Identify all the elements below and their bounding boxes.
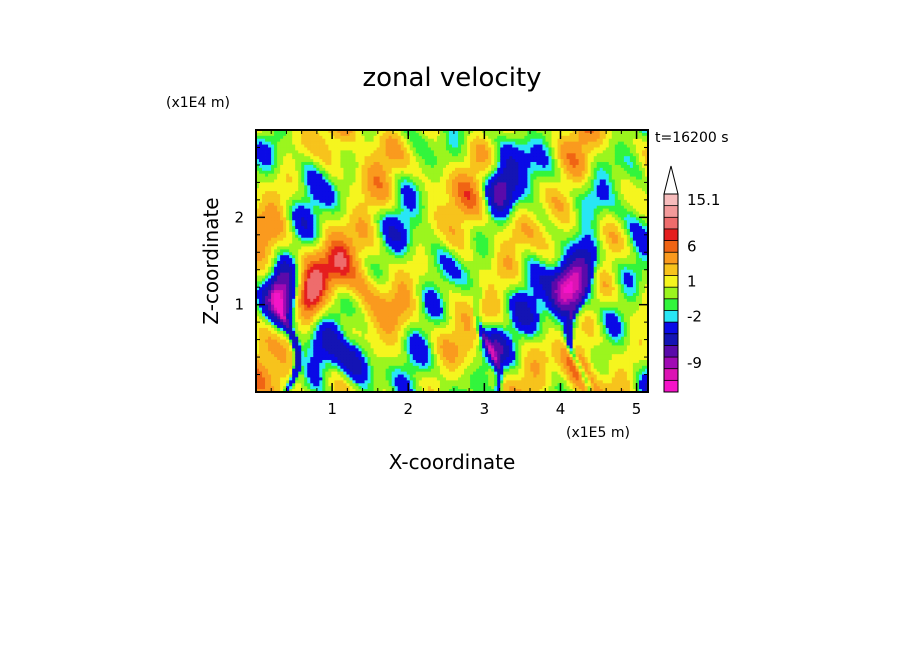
y-axis-unit: (x1E4 m): [166, 95, 230, 111]
colorbar-segment: [664, 368, 678, 381]
colorbar-segment: [664, 357, 678, 370]
colorbar-segment: [664, 380, 678, 393]
x-axis-title: X-coordinate: [389, 450, 516, 474]
plot-frame: [255, 129, 649, 393]
heatmap-field: [256, 130, 648, 392]
x-tick-label: 2: [403, 400, 413, 418]
colorbar-label: 1: [687, 272, 697, 290]
colorbar-segment: [664, 298, 678, 311]
colorbar-label: 15.1: [687, 191, 720, 209]
axis-ticks: 1 2 3 4 5 1 2: [234, 130, 648, 418]
time-label: t=16200 s: [655, 130, 729, 146]
colorbar-segment: [664, 333, 678, 346]
colorbar-segment: [664, 252, 678, 265]
y-tick-label: 2: [234, 208, 244, 226]
colorbar-segment: [664, 240, 678, 253]
colorbar-frame: [663, 193, 679, 393]
colorbar-label: 6: [687, 237, 697, 255]
colorbar-label: -2: [687, 307, 702, 325]
x-tick-label: 3: [480, 400, 490, 418]
colorbar-segment: [664, 345, 678, 358]
colorbar-segment: [664, 275, 678, 288]
x-tick-label: 5: [632, 400, 642, 418]
colorbar-segment: [664, 217, 678, 230]
colorbar-segment: [664, 194, 678, 206]
colorbar: 15.1 6 1 -2 -9: [663, 165, 720, 393]
x-tick-label: 1: [327, 400, 337, 418]
x-tick-label: 4: [556, 400, 566, 418]
y-axis-title: Z-coordinate: [199, 197, 223, 324]
x-axis-unit: (x1E5 m): [566, 425, 630, 441]
colorbar-segment: [664, 205, 678, 218]
colorbar-segment: [664, 228, 678, 241]
colorbar-segment: [664, 322, 678, 335]
colorbar-label: -9: [687, 354, 702, 372]
chart-title: zonal velocity: [362, 63, 541, 93]
colorbar-segment: [664, 310, 678, 323]
colorbar-segment: [664, 287, 678, 300]
y-tick-label: 1: [234, 296, 244, 314]
colorbar-segment: [664, 263, 678, 276]
colorbar-extend-arrow: [663, 165, 679, 195]
